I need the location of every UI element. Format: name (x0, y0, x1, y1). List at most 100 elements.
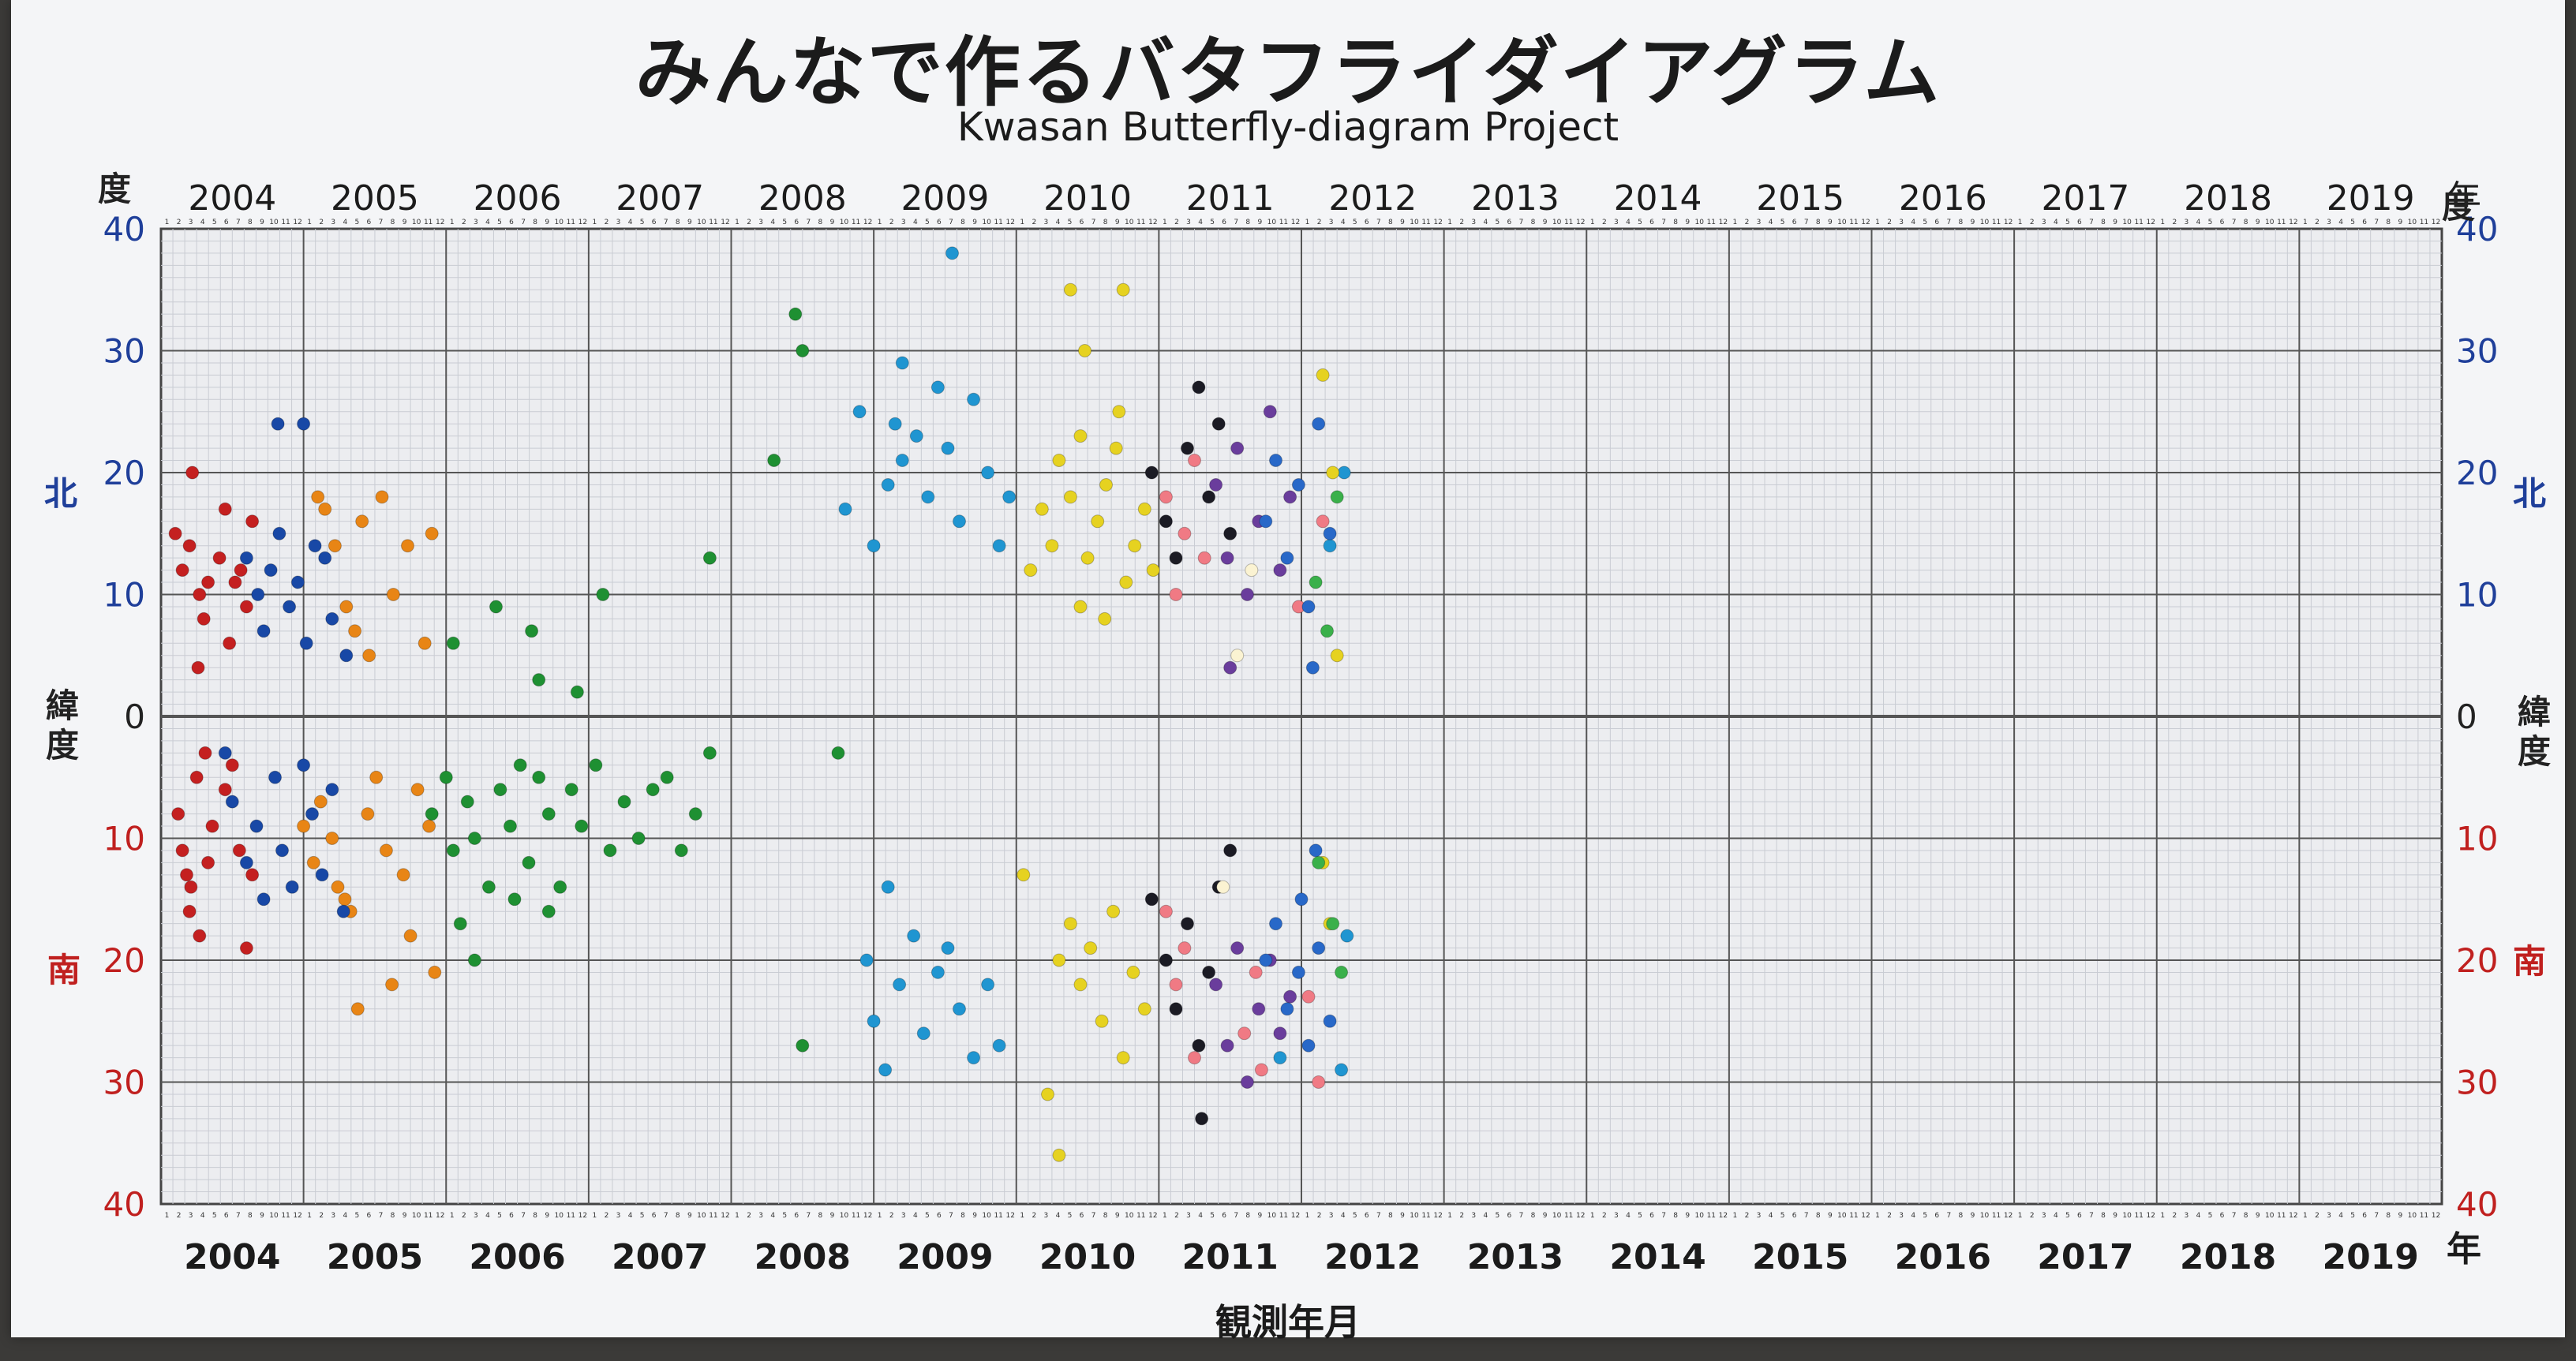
month-tick-top: 2 (605, 219, 609, 226)
sunspot-dot (1116, 282, 1130, 297)
sunspot-dot (283, 600, 297, 614)
month-tick-bottom: 7 (2232, 1212, 2237, 1220)
month-tick-top: 8 (1816, 219, 1821, 226)
sunspot-dot (168, 526, 182, 540)
sunspot-dot (201, 855, 215, 869)
month-tick-top: 2 (889, 219, 894, 226)
month-tick-top: 6 (2077, 219, 2082, 226)
month-tick-bottom: 8 (391, 1212, 395, 1220)
sunspot-dot (218, 502, 232, 516)
month-tick-bottom: 10 (1837, 1212, 1847, 1220)
month-tick-bottom: 1 (2303, 1212, 2308, 1220)
month-tick-bottom: 11 (1279, 1212, 1288, 1220)
sunspot-dot (285, 880, 299, 894)
year-tick-top: 2007 (616, 178, 704, 219)
sunspot-dot (596, 588, 610, 601)
month-tick-top: 7 (2089, 219, 2094, 226)
month-tick-top: 2 (1745, 219, 1750, 226)
sunspot-dot (1312, 941, 1326, 955)
month-tick-top: 5 (1923, 219, 1927, 226)
month-tick-bottom: 3 (1044, 1212, 1049, 1220)
sunspot-dot (1223, 526, 1237, 540)
month-tick-top: 11 (567, 219, 575, 226)
sunspot-dot (182, 904, 197, 918)
sunspot-dot (1073, 978, 1088, 992)
sunspot-dot (1209, 478, 1223, 492)
sunspot-dot (1144, 466, 1159, 480)
month-tick-bottom: 4 (2338, 1212, 2343, 1220)
sunspot-dot (218, 746, 232, 760)
sunspot-dot (1112, 405, 1126, 419)
sunspot-dot (1320, 624, 1334, 638)
month-tick-bottom: 10 (1267, 1212, 1277, 1220)
month-tick-bottom: 11 (567, 1212, 575, 1220)
sunspot-dot (1223, 660, 1237, 675)
year-tick-top: 2019 (2327, 178, 2415, 219)
month-tick-bottom: 6 (1507, 1212, 1512, 1220)
sunspot-dot (688, 807, 702, 821)
month-tick-bottom: 2 (889, 1212, 894, 1220)
year-tick-top: 2012 (1328, 178, 1417, 219)
month-tick-bottom: 6 (1365, 1212, 1369, 1220)
sunspot-dot (867, 539, 881, 553)
month-tick-bottom: 9 (2113, 1212, 2117, 1220)
sunspot-dot (992, 1038, 1006, 1053)
sunspot-dot (1159, 953, 1173, 967)
month-tick-top: 11 (2420, 219, 2428, 226)
sunspot-dot (481, 880, 496, 894)
month-tick-bottom: 3 (189, 1212, 193, 1220)
sunspot-dot (916, 1026, 930, 1041)
month-tick-top: 8 (1959, 219, 1964, 226)
month-tick-top: 7 (1946, 219, 1951, 226)
month-tick-top: 4 (200, 219, 205, 226)
month-tick-top: 5 (1210, 219, 1215, 226)
sunspot-dot (1273, 563, 1287, 578)
month-tick-bottom: 2 (2315, 1212, 2320, 1220)
month-tick-bottom: 3 (758, 1212, 763, 1220)
month-tick-bottom: 5 (1638, 1212, 1642, 1220)
month-tick-top: 8 (2244, 219, 2248, 226)
month-tick-bottom: 10 (1980, 1212, 1990, 1220)
month-tick-bottom: 2 (1887, 1212, 1892, 1220)
month-tick-top: 7 (664, 219, 668, 226)
month-tick-top: 5 (782, 219, 787, 226)
sunspot-dot (1263, 405, 1277, 419)
sunspot-dot (1230, 441, 1245, 455)
sunspot-dot (386, 588, 400, 601)
sunspot-dot (674, 843, 688, 858)
month-tick-top: 2 (462, 219, 466, 226)
month-tick-bottom: 1 (1163, 1212, 1167, 1220)
month-tick-top: 2 (2030, 219, 2035, 226)
month-tick-bottom: 10 (2408, 1212, 2417, 1220)
sunspot-dot (1323, 526, 1337, 540)
sunspot-dot (1178, 526, 1192, 540)
month-tick-top: 6 (1934, 219, 1939, 226)
month-tick-top: 5 (1780, 219, 1785, 226)
sunspot-dot (1063, 282, 1077, 297)
sunspot-dot (881, 478, 895, 492)
month-tick-top: 1 (1447, 219, 1452, 226)
month-tick-bottom: 3 (1471, 1212, 1476, 1220)
sunspot-dot (1312, 1075, 1326, 1089)
month-tick-bottom: 2 (605, 1212, 609, 1220)
month-tick-top: 7 (1661, 219, 1666, 226)
sunspot-dot (1024, 563, 1038, 578)
sunspot-dot (859, 953, 874, 967)
month-tick-top: 10 (1410, 219, 1419, 226)
sunspot-dot (941, 441, 955, 455)
month-tick-bottom: 3 (2042, 1212, 2046, 1220)
month-tick-bottom: 4 (628, 1212, 633, 1220)
month-tick-top: 12 (1576, 219, 1585, 226)
sunspot-dot (290, 575, 305, 589)
month-tick-top: 10 (2265, 219, 2275, 226)
sunspot-dot (1146, 563, 1160, 578)
sunspot-dot (1197, 551, 1211, 565)
sunspot-dot (930, 380, 945, 394)
month-tick-bottom: 9 (830, 1212, 835, 1220)
sunspot-dot (489, 600, 503, 614)
sunspot-dot (305, 807, 319, 821)
sunspot-dot (1316, 514, 1330, 529)
month-tick-top: 9 (1971, 219, 1975, 226)
month-tick-top: 4 (1198, 219, 1203, 226)
year-tick-top: 2006 (474, 178, 562, 219)
